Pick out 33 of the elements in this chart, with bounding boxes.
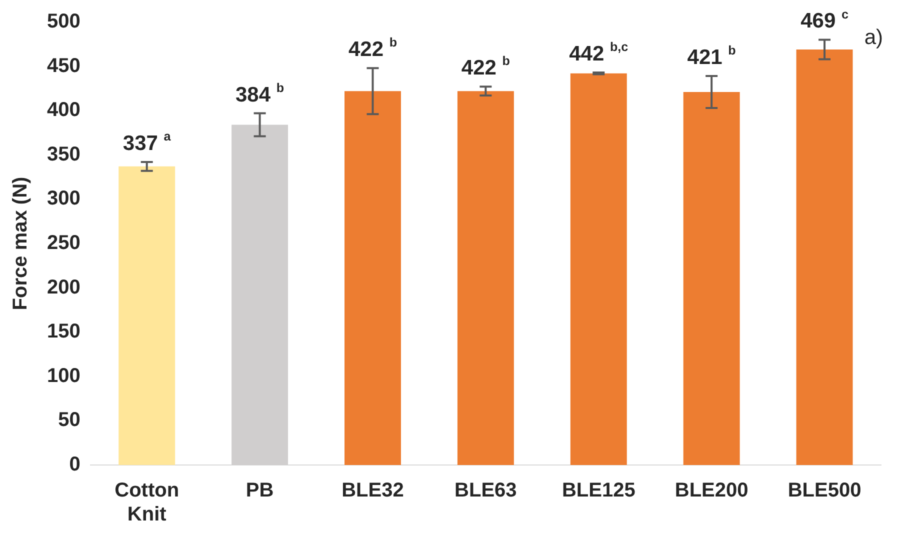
data-label: 422 b: [461, 54, 510, 80]
y-tick-label: 0: [69, 454, 80, 476]
x-tick-label: BLE200: [674, 480, 748, 502]
y-axis-title: Force max (N): [10, 176, 32, 310]
y-tick-label: 450: [46, 54, 80, 77]
y-tick-label: 500: [46, 10, 80, 33]
y-tick-label: 50: [58, 409, 80, 432]
data-label: 422 b: [348, 36, 398, 62]
bar: [118, 166, 176, 465]
y-tick-label: 150: [46, 320, 80, 343]
data-label: 384 b: [236, 80, 284, 106]
bar: [344, 91, 401, 465]
y-tick-label: 400: [46, 99, 80, 122]
y-tick-label: 250: [46, 232, 80, 254]
x-tick-label: BLE63: [454, 480, 517, 502]
x-tick-label: BLE500: [788, 480, 862, 502]
data-label: 337 a: [122, 130, 172, 155]
bar: [570, 73, 627, 465]
data-label: 442 b,c: [569, 40, 628, 66]
y-tick-label: 100: [46, 364, 80, 387]
x-tick-label: BLE125: [562, 480, 636, 502]
bar: [796, 49, 853, 465]
bar: [457, 91, 514, 465]
bar: [683, 92, 740, 465]
annotation: a): [864, 26, 883, 49]
x-tick-label: PB: [246, 480, 274, 502]
y-tick-label: 200: [46, 276, 80, 298]
y-tick-label: 350: [46, 143, 80, 166]
y-tick-label: 300: [46, 188, 80, 210]
x-tick-label: BLE32: [342, 480, 404, 502]
x-tick-label: Cotton Knit: [114, 480, 180, 526]
data-label: 469 c: [800, 7, 848, 33]
data-label: 421 b: [687, 44, 736, 70]
